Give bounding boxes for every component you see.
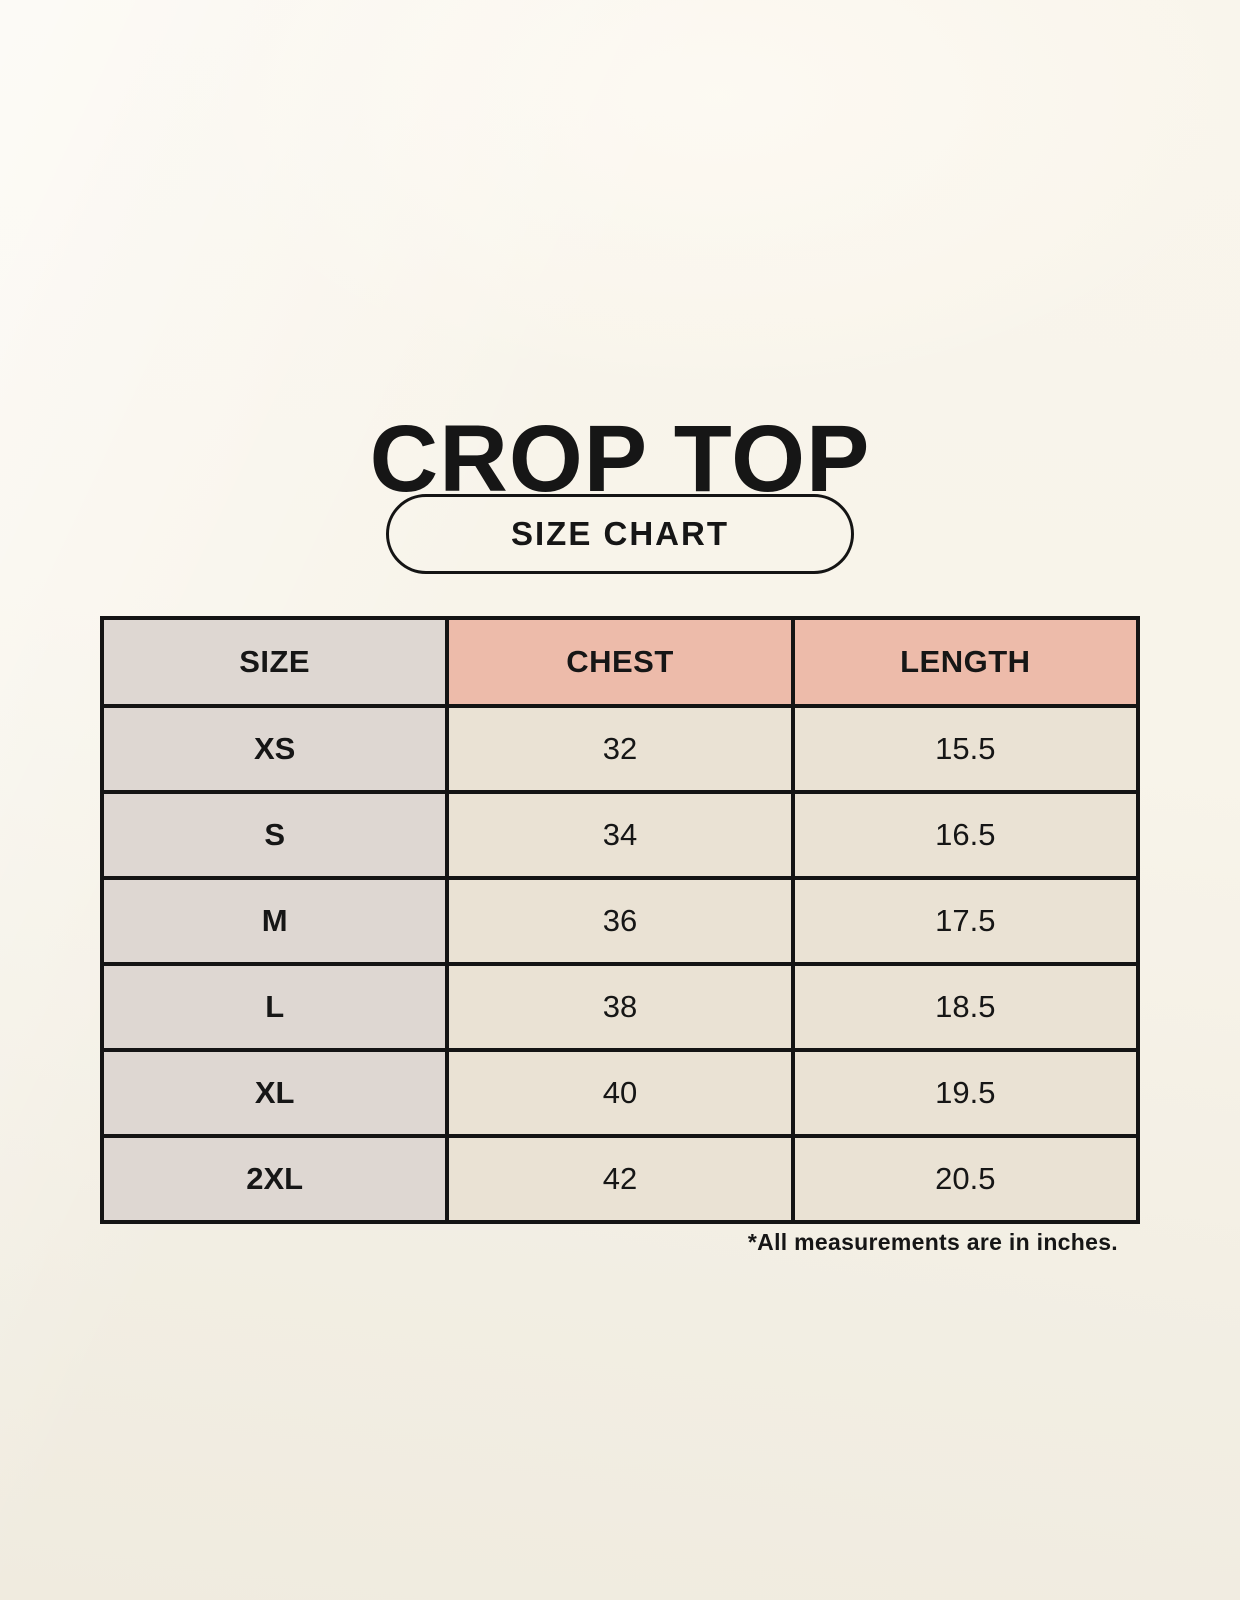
column-header-chest: CHEST [445, 616, 795, 708]
measurements-footnote: *All measurements are in inches. [747, 1229, 1118, 1255]
size-cell: S [99, 790, 450, 880]
column-header-length: LENGTH [790, 616, 1141, 708]
chest-cell: 42 [445, 1134, 795, 1224]
length-cell: 17.5 [790, 876, 1141, 966]
table-row-xl: XL 40 19.5 [99, 1048, 1141, 1138]
chest-cell: 34 [445, 790, 795, 880]
column-header-size: SIZE [99, 616, 450, 708]
size-cell: XS [99, 704, 450, 794]
table-row-xs: XS 32 15.5 [99, 704, 1141, 794]
chest-cell: 32 [445, 704, 795, 794]
size-chart-badge: SIZE CHART [386, 494, 854, 574]
table-header: SIZE CHEST LENGTH [99, 616, 1141, 708]
table-row-m: M 36 17.5 [99, 876, 1141, 966]
size-cell: L [99, 962, 450, 1052]
length-cell: 18.5 [790, 962, 1141, 1052]
table-row-l: L 38 18.5 [99, 962, 1141, 1052]
table-body: XS 32 15.5 S 34 16.5 M 36 17.5 L 38 18.5… [99, 704, 1141, 1224]
size-cell: 2XL [99, 1134, 450, 1224]
length-cell: 16.5 [790, 790, 1141, 880]
page-title: CROP TOP [369, 405, 871, 512]
chest-cell: 40 [445, 1048, 795, 1138]
table-row-2xl: 2XL 42 20.5 [99, 1134, 1141, 1224]
chest-cell: 36 [445, 876, 795, 966]
table-row-s: S 34 16.5 [99, 790, 1141, 880]
chest-cell: 38 [445, 962, 795, 1052]
size-chart-table: SIZE CHEST LENGTH XS 32 15.5 S 34 16.5 M… [99, 616, 1141, 1224]
size-chart-badge-label: SIZE CHART [511, 515, 729, 552]
length-cell: 19.5 [790, 1048, 1141, 1138]
size-cell: M [99, 876, 450, 966]
header-row: SIZE CHEST LENGTH [99, 616, 1141, 708]
length-cell: 20.5 [790, 1134, 1141, 1224]
size-cell: XL [99, 1048, 450, 1138]
length-cell: 15.5 [790, 704, 1141, 794]
